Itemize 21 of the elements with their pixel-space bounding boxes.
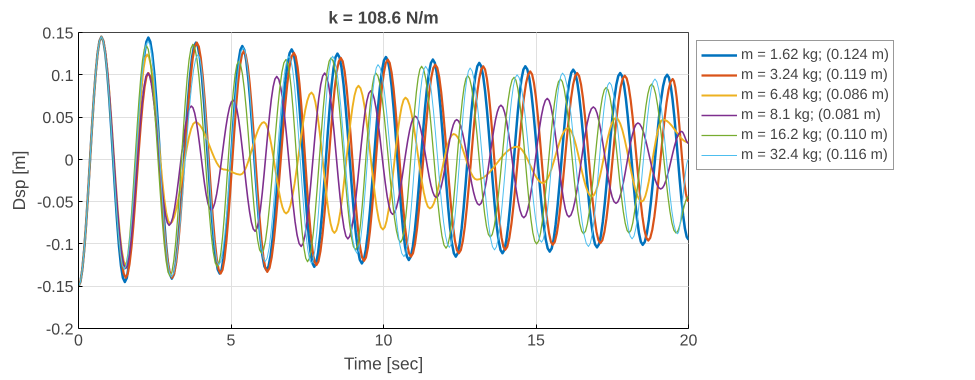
y-tick-label: 0.05 (42, 110, 74, 128)
legend-label: m = 16.2 kg; (0.110 m) (741, 127, 888, 143)
legend-label: m = 8.1 kg; (0.081 m) (741, 107, 881, 123)
x-tick-label: 20 (680, 332, 698, 350)
y-tick-label: 0.1 (51, 68, 74, 85)
y-tick-label: -0.1 (46, 236, 74, 254)
legend-label: m = 1.62 kg; (0.124 m) (741, 47, 889, 63)
x-tick-label: 10 (374, 332, 392, 350)
y-axis-title: Dsp [m] (9, 150, 30, 210)
y-tick-label: 0 (64, 152, 74, 170)
x-tick-label: 15 (527, 332, 545, 350)
legend-label: m = 6.48 kg; (0.086 m) (741, 87, 889, 103)
y-tick-label: 0.15 (42, 26, 74, 42)
y-tick-label: -0.2 (46, 322, 74, 338)
y-tick-label: -0.15 (37, 279, 74, 296)
legend-label: m = 32.4 kg; (0.116 m) (741, 147, 888, 163)
y-tick-label: -0.05 (37, 194, 74, 212)
legend-label: m = 3.24 kg; (0.119 m) (741, 67, 888, 83)
x-axis-title: Time [sec] (344, 354, 424, 374)
x-tick-label: 5 (226, 332, 236, 350)
chart-title: k = 108.6 N/m (328, 8, 439, 28)
